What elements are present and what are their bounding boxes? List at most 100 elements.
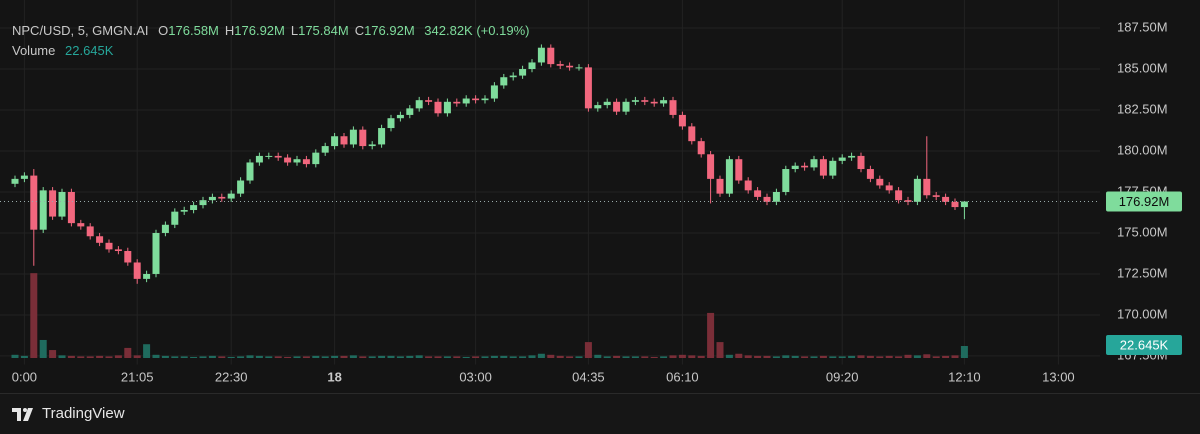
volume-bar xyxy=(39,339,47,358)
candle-body xyxy=(942,196,950,202)
x-tick-label: 0:00 xyxy=(12,369,37,384)
volume-bar xyxy=(321,356,329,358)
volume-bar xyxy=(208,355,216,358)
candle-body xyxy=(96,236,104,243)
candle-body xyxy=(86,226,94,237)
candle-body xyxy=(631,100,639,102)
ohlc-key: L xyxy=(290,23,299,38)
candle-body xyxy=(20,175,28,179)
candle-body xyxy=(331,136,339,147)
volume-bar xyxy=(312,355,320,358)
last-price-label: 176.92M xyxy=(1119,194,1170,209)
volume-bar xyxy=(30,273,38,358)
candle-body xyxy=(302,159,310,165)
volume-bar xyxy=(838,356,846,358)
volume-bar xyxy=(537,353,545,358)
candle-body xyxy=(237,180,245,194)
volume-bar xyxy=(509,356,517,358)
volume-bar xyxy=(443,356,451,358)
volume-bar xyxy=(566,356,574,358)
volume-bar xyxy=(396,356,404,358)
candle-body xyxy=(791,165,799,170)
volume-bar xyxy=(754,355,762,358)
volume-bar xyxy=(848,355,856,358)
volume-bar xyxy=(490,355,498,358)
volume-bar xyxy=(143,344,151,358)
x-tick-label: 04:35 xyxy=(572,369,605,384)
candle-body xyxy=(312,152,320,165)
candle-body xyxy=(443,101,451,114)
volume-bar xyxy=(378,355,386,358)
candle-body xyxy=(603,101,611,106)
candle-body xyxy=(810,159,818,168)
volume-bar xyxy=(96,355,104,358)
volume-bar xyxy=(697,355,705,358)
candle-body xyxy=(556,64,564,66)
volume-bar xyxy=(622,356,630,358)
volume-bar xyxy=(105,356,113,358)
volume-bar xyxy=(857,355,865,358)
candle-body xyxy=(265,155,273,157)
change: 342.82K (+0.19%) xyxy=(424,23,530,38)
candle-body xyxy=(274,155,282,158)
volume-bar xyxy=(359,356,367,358)
candle-body xyxy=(744,180,752,191)
candle-body xyxy=(255,155,263,163)
volume-bar xyxy=(274,356,282,358)
candle-body xyxy=(143,273,151,279)
volume-bar xyxy=(669,355,677,358)
volume-bar xyxy=(237,356,245,358)
volume-bar xyxy=(603,356,611,358)
candle-body xyxy=(641,100,649,102)
volume-bar xyxy=(387,355,395,358)
ohlc-key: H xyxy=(224,23,235,38)
candle-body xyxy=(30,175,38,230)
x-tick-label: 06:10 xyxy=(666,369,699,384)
volume-bar xyxy=(331,355,339,358)
candle-body xyxy=(58,191,66,217)
volume-bar xyxy=(810,356,818,358)
x-tick-label: 13:00 xyxy=(1042,369,1075,384)
x-tick-label: 09:20 xyxy=(826,369,859,384)
candle-body xyxy=(707,154,715,179)
candle-body xyxy=(735,159,743,181)
candle-body xyxy=(77,223,85,227)
volume-bar xyxy=(349,355,357,358)
volume-bar xyxy=(763,355,771,358)
chart: 187.50M185.00M182.50M180.00M177.50M175.0… xyxy=(0,0,1182,385)
volume-bar xyxy=(932,356,940,358)
brand[interactable]: TradingView xyxy=(42,405,125,422)
volume-bar xyxy=(434,356,442,358)
candle-body xyxy=(490,85,498,99)
volume-bar xyxy=(613,355,621,358)
volume-bar xyxy=(152,354,160,358)
ohlc-value: 176.92M xyxy=(234,23,285,38)
volume-bar xyxy=(866,355,874,358)
logo xyxy=(12,408,33,421)
volume-bar xyxy=(594,354,602,358)
volume-bar xyxy=(49,350,57,358)
volume-bar xyxy=(246,355,254,358)
volume-bar xyxy=(425,356,433,358)
x-tick-label: 18 xyxy=(327,369,341,384)
volume-bar xyxy=(631,356,639,358)
volume-bar xyxy=(942,355,950,358)
candle-body xyxy=(650,101,658,104)
volume-bar xyxy=(302,356,310,358)
last-volume-tag xyxy=(1106,335,1182,355)
volume-bar xyxy=(641,356,649,358)
symbol: NPC/USD, 5, GMGN.AI xyxy=(12,23,149,38)
candle-body xyxy=(39,190,47,230)
candle-body xyxy=(716,178,724,194)
volume-bar xyxy=(199,356,207,358)
volume-bar xyxy=(819,355,827,358)
candle-body xyxy=(472,98,480,101)
volume-bar xyxy=(67,355,75,358)
last-volume-label: 22.645K xyxy=(1120,337,1169,352)
volume-bar xyxy=(885,355,893,358)
candle-body xyxy=(566,65,574,68)
volume-bar xyxy=(707,312,715,358)
candle-body xyxy=(932,195,940,197)
candle-body xyxy=(67,191,75,224)
volume-bar xyxy=(453,356,461,358)
